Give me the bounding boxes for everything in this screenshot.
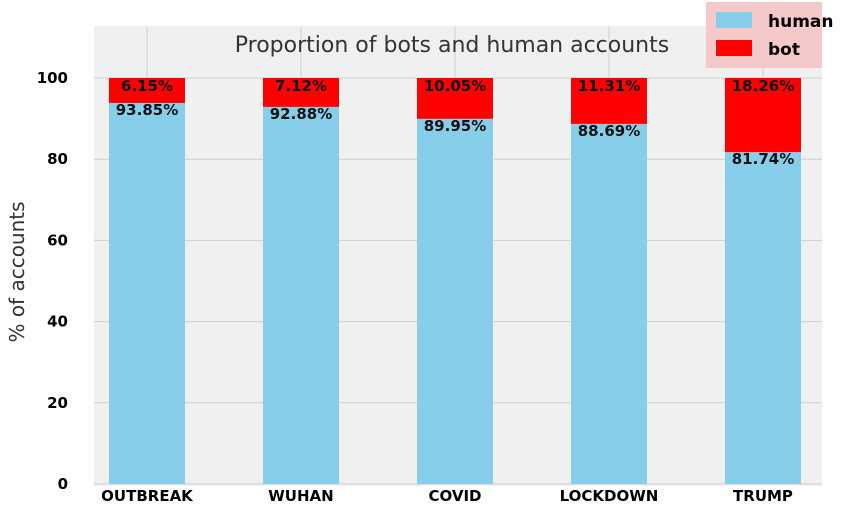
bar-bot-trump [725, 78, 801, 153]
x-tick-wuhan: WUHAN [268, 487, 333, 505]
x-tick-labels: OUTBREAK WUHAN COVID LOCKDOWN TRUMP [101, 487, 793, 505]
legend: human bot [706, 2, 834, 68]
bar-bot-lockdown [571, 78, 647, 124]
legend-label-bot: bot [768, 40, 800, 60]
y-tick-20: 20 [47, 394, 68, 412]
data-label-bot-wuhan: 7.12% [275, 77, 327, 95]
bar-human-outbreak [109, 102, 185, 485]
legend-label-human: human [768, 12, 834, 32]
data-label-bot-covid: 10.05% [424, 77, 486, 95]
y-tick-labels: 0 20 40 60 80 100 [37, 69, 68, 493]
x-tick-lockdown: LOCKDOWN [560, 487, 659, 505]
bar-human-covid [417, 118, 493, 484]
x-tick-trump: TRUMP [733, 487, 793, 505]
legend-swatch-bot [716, 40, 752, 56]
data-label-human-lockdown: 88.69% [578, 122, 640, 140]
data-labels: 93.85% 6.15% 92.88% 7.12% 89.95% 10.05% 88.69%… [116, 77, 794, 168]
y-axis-label: % of accounts [5, 201, 29, 342]
bar-human-wuhan [263, 106, 339, 485]
bars [109, 78, 801, 485]
bar-human-trump [725, 152, 801, 484]
chart-title: Proportion of bots and human accounts [235, 33, 669, 58]
bar-bot-covid [417, 78, 493, 119]
data-label-bot-outbreak: 6.15% [121, 77, 173, 95]
y-tick-40: 40 [47, 313, 68, 331]
data-label-human-covid: 89.95% [424, 117, 486, 135]
y-tick-0: 0 [58, 475, 68, 493]
bar-bot-outbreak [109, 78, 185, 103]
y-tick-80: 80 [47, 150, 68, 168]
legend-swatch-human [716, 12, 752, 28]
data-label-human-outbreak: 93.85% [116, 101, 178, 119]
bar-bot-wuhan [263, 78, 339, 107]
x-tick-outbreak: OUTBREAK [101, 487, 194, 505]
data-label-human-wuhan: 92.88% [270, 105, 332, 123]
y-tick-60: 60 [47, 231, 68, 249]
data-label-human-trump: 81.74% [732, 150, 794, 168]
y-tick-100: 100 [37, 69, 68, 87]
x-tick-covid: COVID [429, 487, 482, 505]
data-label-bot-lockdown: 11.31% [578, 77, 640, 95]
bar-human-lockdown [571, 123, 647, 484]
data-label-bot-trump: 18.26% [732, 77, 794, 95]
